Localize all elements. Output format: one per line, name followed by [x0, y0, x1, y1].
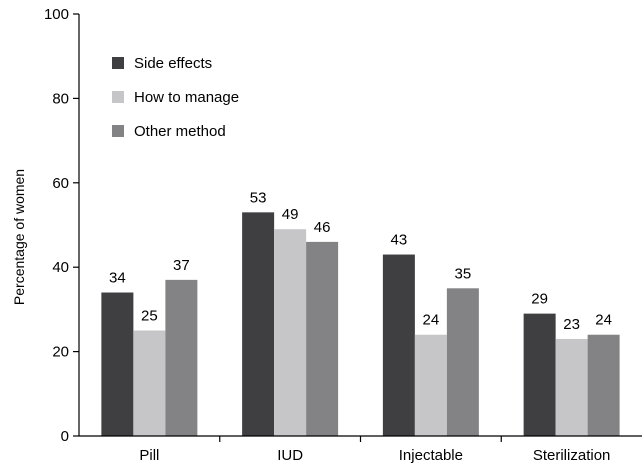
- legend-swatch: [112, 91, 124, 103]
- x-tick-label: Injectable: [399, 447, 463, 464]
- bar: [165, 279, 198, 436]
- data-label: 53: [250, 189, 267, 206]
- data-labels-group: 34 25 37 53 49 46 43 24 35 29 23 24: [109, 189, 612, 333]
- axes-group: 0 20 40 60 80 100 Pill IUD Injectable Sterilizati…: [44, 6, 642, 464]
- legend-label: Other method: [134, 123, 226, 140]
- bar: [587, 334, 620, 436]
- data-label: 24: [595, 312, 612, 329]
- y-tick-label: 20: [52, 344, 69, 361]
- bar: [306, 241, 339, 436]
- data-label: 23: [563, 316, 580, 333]
- y-tick-label: 40: [52, 259, 69, 276]
- bar: [523, 313, 556, 436]
- legend-swatch: [112, 125, 124, 137]
- data-label: 35: [455, 265, 472, 282]
- bar: [242, 212, 275, 436]
- bars-group: [101, 212, 620, 436]
- data-label: 29: [531, 291, 548, 308]
- y-tick-label: 0: [61, 428, 69, 445]
- bar: [274, 229, 307, 436]
- data-label: 25: [141, 308, 158, 325]
- bar: [101, 292, 134, 436]
- data-label: 46: [314, 219, 331, 236]
- legend-label: How to manage: [134, 89, 239, 106]
- data-label: 43: [391, 232, 408, 249]
- x-tick-label: Pill: [139, 447, 159, 464]
- data-label: 34: [109, 270, 126, 287]
- y-tick-label: 100: [44, 6, 69, 23]
- data-label: 49: [282, 206, 299, 223]
- data-label: 37: [173, 257, 190, 274]
- bar: [555, 338, 588, 436]
- legend: Side effects How to manage Other method: [112, 55, 239, 140]
- legend-swatch: [112, 57, 124, 69]
- bar: [446, 288, 479, 436]
- legend-label: Side effects: [134, 55, 212, 72]
- y-tick-label: 80: [52, 90, 69, 107]
- bar: [382, 254, 415, 436]
- y-axis-title: Percentage of women: [11, 169, 27, 305]
- x-tick-label: IUD: [277, 447, 303, 464]
- data-label: 24: [423, 312, 440, 329]
- bar: [133, 330, 166, 436]
- y-tick-label: 60: [52, 175, 69, 192]
- x-tick-label: Sterilization: [533, 447, 611, 464]
- bar: [414, 334, 447, 436]
